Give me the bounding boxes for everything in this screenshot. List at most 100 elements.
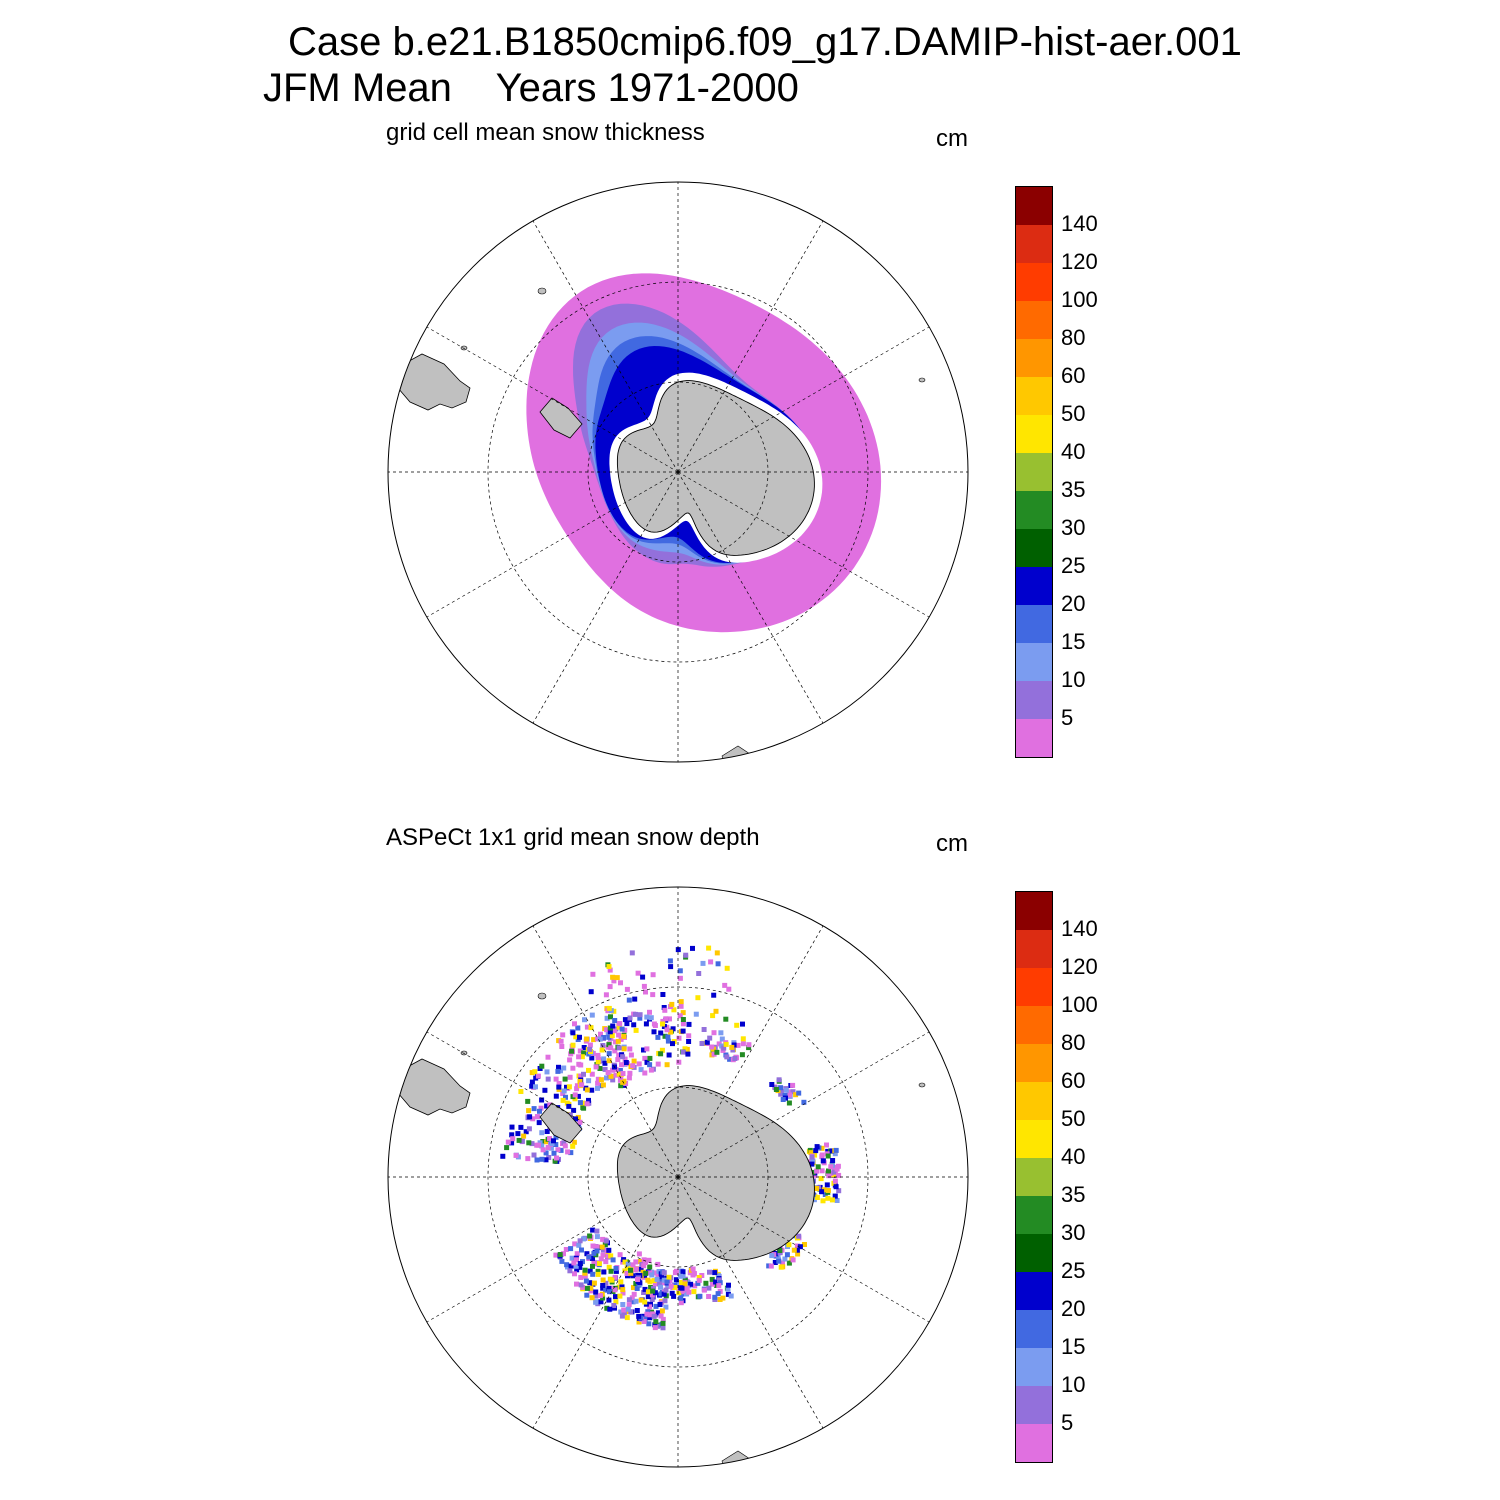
observation-cell — [574, 1083, 580, 1089]
observation-cell — [676, 1035, 682, 1041]
observation-cell — [575, 1114, 581, 1120]
observation-cell — [595, 1055, 601, 1060]
observation-cell — [577, 1048, 583, 1054]
colorbar-tick-label: 10 — [1061, 1372, 1086, 1397]
colorbar-tick-label: 20 — [1061, 1296, 1086, 1321]
observation-cell — [793, 1092, 799, 1098]
observation-cell — [589, 1087, 595, 1093]
observation-cell — [525, 1156, 531, 1162]
observation-cell — [519, 1138, 525, 1144]
observation-cell — [568, 1263, 574, 1269]
observation-cell — [593, 1064, 599, 1070]
observation-cell — [624, 1021, 630, 1027]
observation-cell — [590, 1255, 595, 1261]
observation-cell — [504, 1145, 510, 1151]
observation-cell — [545, 1054, 551, 1060]
colorbar-tick-label: 100 — [1061, 287, 1098, 312]
observation-cell — [590, 971, 596, 977]
observation-cell — [699, 1273, 705, 1278]
observation-cell — [824, 1182, 830, 1188]
observation-cell — [717, 1277, 722, 1283]
colorbar-tick-label: 20 — [1061, 591, 1086, 616]
observation-cell — [531, 1152, 537, 1158]
observation-cell — [538, 1105, 544, 1111]
observation-cell — [518, 1089, 524, 1094]
observation-cell — [618, 980, 623, 986]
observation-cell — [602, 1242, 608, 1248]
observation-cell — [591, 1250, 597, 1256]
observation-cell — [631, 1291, 637, 1297]
observation-cell — [659, 1047, 665, 1053]
observation-cell — [553, 1076, 559, 1082]
observation-cell — [644, 1311, 650, 1317]
observation-cell — [675, 1281, 681, 1287]
observation-cell — [587, 1233, 593, 1239]
observation-cell — [587, 1268, 593, 1274]
observation-cell — [581, 1045, 587, 1050]
observation-cell — [589, 1012, 595, 1018]
observation-cell — [706, 1285, 712, 1291]
observation-cell — [560, 1032, 566, 1038]
observation-cell — [686, 1289, 692, 1295]
colorbar-swatch — [1016, 1044, 1052, 1082]
observation-cell — [526, 1108, 532, 1114]
observation-cell — [533, 1084, 538, 1090]
observation-cell — [620, 1287, 626, 1293]
observation-cell — [711, 1030, 717, 1036]
observation-cell — [566, 1103, 572, 1109]
observation-cell — [597, 1293, 603, 1299]
colorbar-swatch — [1016, 1196, 1052, 1234]
observation-cell — [685, 1280, 691, 1285]
observation-cell — [593, 1293, 599, 1299]
observation-cell — [612, 1305, 617, 1311]
observation-cell — [624, 1271, 630, 1276]
observation-cell — [612, 1274, 618, 1280]
colorbar-tick-label: 10 — [1061, 667, 1086, 692]
observation-cell — [652, 1322, 658, 1328]
observation-cell — [786, 1260, 792, 1266]
observation-cell — [600, 1082, 606, 1088]
observation-cell — [814, 1168, 820, 1174]
observation-cell — [600, 1277, 606, 1283]
observation-cell — [581, 1071, 586, 1077]
observation-cell — [526, 1126, 532, 1132]
observation-cell — [610, 1257, 616, 1263]
observation-cell — [606, 1058, 612, 1064]
observation-cell — [587, 1280, 593, 1286]
observation-cell — [676, 1290, 682, 1296]
observation-cell — [680, 1021, 686, 1027]
observation-cell — [610, 1077, 616, 1083]
observation-cell — [626, 1075, 632, 1081]
observation-cell — [551, 1150, 557, 1156]
observation-cell — [609, 1277, 615, 1283]
observation-cell — [671, 1007, 677, 1013]
observation-cell — [598, 1299, 604, 1305]
observation-cell — [613, 1072, 619, 1078]
observation-cell — [701, 1287, 707, 1293]
panel2-units: cm — [936, 830, 968, 857]
colorbar-swatch — [1016, 1120, 1052, 1158]
map-boundary-circle — [387, 181, 969, 763]
observation-cell — [597, 1036, 603, 1042]
observation-cell — [606, 1051, 612, 1057]
observation-cell — [599, 1244, 605, 1250]
observation-cell — [590, 1243, 596, 1249]
observation-cell — [534, 1157, 540, 1163]
observation-cell — [552, 1158, 558, 1164]
observation-cell — [529, 1083, 535, 1089]
observation-cell — [643, 1021, 649, 1027]
observation-cell — [678, 1295, 684, 1301]
observation-cell — [643, 1260, 648, 1266]
observation-cell — [829, 1197, 835, 1203]
observation-cell — [591, 1037, 597, 1043]
observation-cell — [724, 1054, 730, 1060]
observation-cell — [831, 1172, 837, 1178]
observation-cell — [620, 1290, 626, 1296]
observation-cell — [644, 1046, 650, 1052]
observation-cell — [595, 1076, 601, 1082]
observation-cell — [818, 1176, 824, 1182]
observation-cell — [516, 1137, 522, 1143]
colorbar-tick-label: 5 — [1061, 1410, 1074, 1435]
observation-cell — [635, 970, 641, 976]
observation-cell — [535, 1073, 541, 1079]
